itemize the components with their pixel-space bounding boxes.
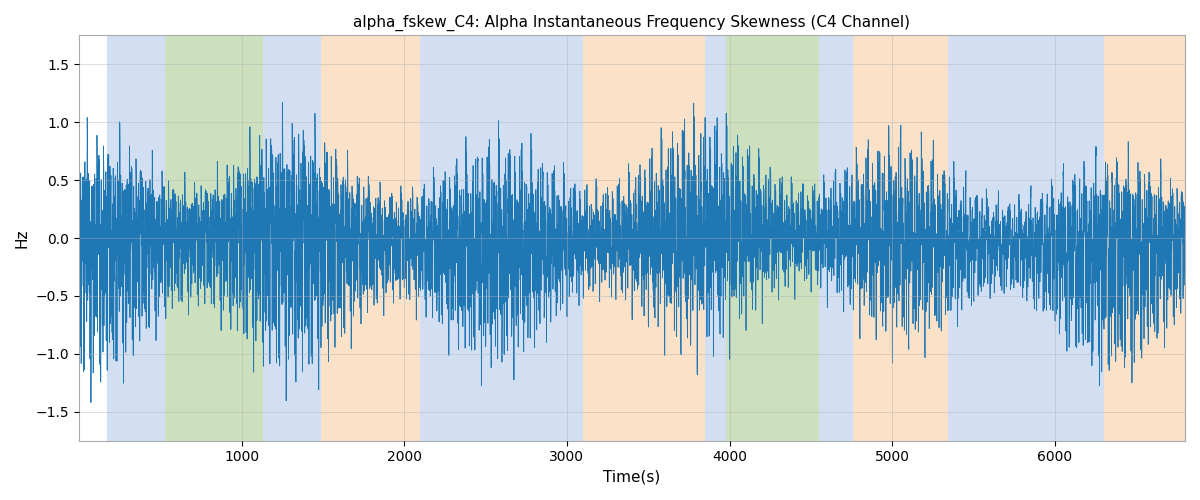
Title: alpha_fskew_C4: Alpha Instantaneous Frequency Skewness (C4 Channel): alpha_fskew_C4: Alpha Instantaneous Freq…	[354, 15, 911, 31]
Bar	[420, 36, 583, 440]
Bar	[322, 36, 420, 440]
Bar	[166, 36, 263, 440]
X-axis label: Time(s): Time(s)	[604, 470, 660, 485]
Bar	[1079, 36, 1104, 440]
Y-axis label: Hz: Hz	[14, 228, 30, 248]
Bar	[726, 36, 820, 440]
Bar	[853, 36, 948, 440]
Bar	[107, 36, 166, 440]
Bar	[948, 36, 1079, 440]
Bar	[583, 36, 706, 440]
Bar	[263, 36, 322, 440]
Bar	[820, 36, 853, 440]
Bar	[1104, 36, 1186, 440]
Bar	[706, 36, 726, 440]
